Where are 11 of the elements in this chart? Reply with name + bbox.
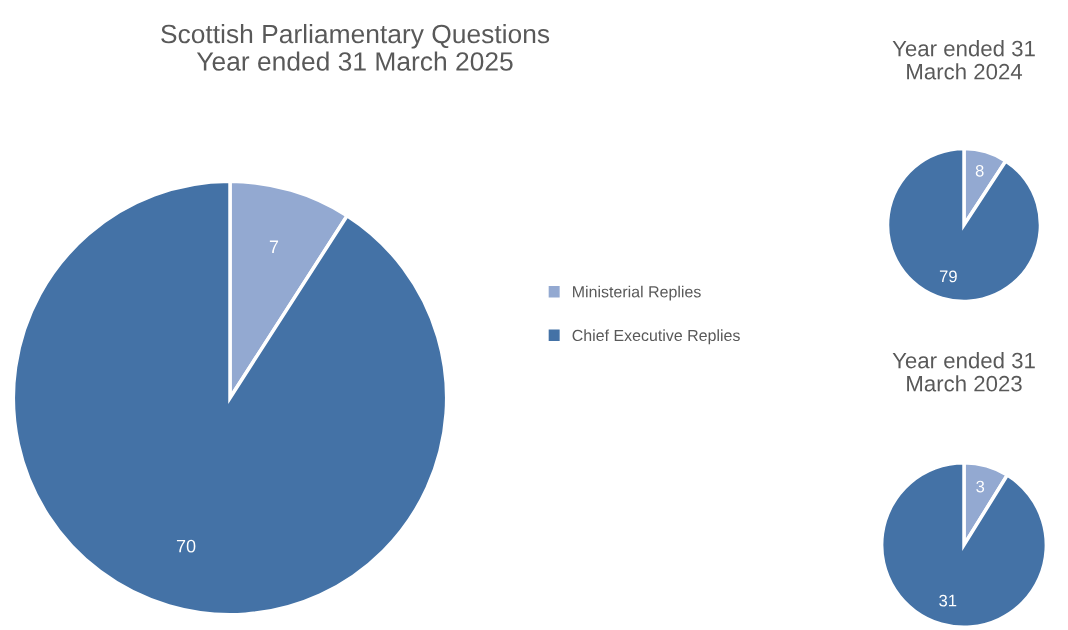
- data-label: 7: [269, 240, 279, 253]
- data-label: 70: [176, 539, 196, 553]
- data-label: 3: [976, 480, 985, 493]
- chart-title: Scottish Parliamentary Questions Year ended 31 March 2025: [161, 23, 550, 71]
- chart-title: Year ended 31 March 2023: [892, 352, 1035, 392]
- legend-label: Chief Executive Replies: [572, 329, 740, 345]
- data-label: 31: [939, 594, 957, 607]
- legend-label: Ministerial Replies: [573, 285, 701, 301]
- chart-title: Year ended 31 March 2024: [892, 40, 1035, 80]
- data-label: 8: [975, 164, 984, 177]
- data-label: 79: [939, 270, 957, 283]
